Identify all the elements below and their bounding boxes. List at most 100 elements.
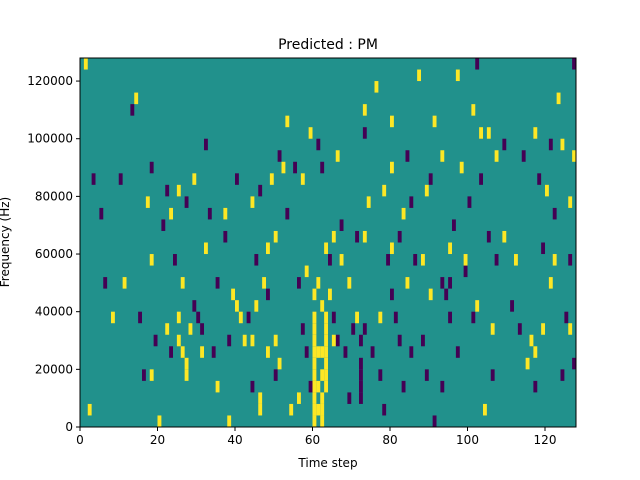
heatmap-cell-high xyxy=(440,150,445,162)
heatmap-cell-high xyxy=(335,150,340,162)
x-tick-label: 120 xyxy=(534,433,557,447)
heatmap-cell-low xyxy=(359,369,363,381)
heatmap-cell-high xyxy=(242,334,247,347)
heatmap-cell-low xyxy=(475,58,480,70)
heatmap-cell-high xyxy=(432,115,437,128)
heatmap-cell-low xyxy=(572,58,577,70)
heatmap-cell-low xyxy=(273,369,278,381)
heatmap-cell-high xyxy=(324,334,329,347)
heatmap-cell-high xyxy=(502,230,507,243)
heatmap-cell-high xyxy=(258,403,263,416)
heatmap-cell-high xyxy=(324,369,329,381)
heatmap-cell-high xyxy=(448,242,453,255)
heatmap-cell-low xyxy=(297,277,301,289)
heatmap-cells xyxy=(83,58,577,427)
heatmap-cell-high xyxy=(111,311,115,324)
heatmap-cell-low xyxy=(91,173,96,185)
heatmap-cell-low xyxy=(448,277,453,289)
heatmap-cell-high xyxy=(176,184,181,197)
heatmap-cell-high xyxy=(483,403,487,416)
heatmap-cell-high xyxy=(490,323,495,335)
heatmap-cell-high xyxy=(424,184,429,197)
heatmap-cell-low xyxy=(424,369,429,381)
heatmap-cell-high xyxy=(552,254,557,266)
heatmap-cell-low xyxy=(99,207,104,220)
heatmap-cell-low xyxy=(486,230,491,243)
heatmap-cell-low xyxy=(370,346,375,358)
heatmap-cell-low xyxy=(335,334,340,347)
heatmap-cell-low xyxy=(455,346,460,358)
heatmap-cell-low xyxy=(173,254,177,266)
heatmap-cell-low xyxy=(541,242,546,255)
heatmap-cell-high xyxy=(312,392,317,404)
heatmap-cell-high xyxy=(390,242,394,255)
heatmap-cell-low xyxy=(401,380,406,393)
heatmap-cell-low xyxy=(382,403,387,416)
heatmap-cell-high xyxy=(545,184,549,197)
heatmap-cell-high xyxy=(262,277,267,289)
heatmap-cell-low xyxy=(246,311,251,324)
heatmap-cell-low xyxy=(432,415,437,427)
heatmap-cell-high xyxy=(277,357,282,370)
heatmap-cell-high xyxy=(382,184,387,197)
heatmap-cell-low xyxy=(471,311,476,324)
heatmap-cell-high xyxy=(157,415,162,427)
heatmap-cell-high xyxy=(266,242,270,255)
heatmap-cell-high xyxy=(312,403,317,416)
y-tick-label: 80000 xyxy=(35,189,73,203)
heatmap-cell-high xyxy=(312,346,317,358)
heatmap-cell-low xyxy=(328,254,332,266)
y-axis: 0 20000 40000 60000 80000 100000 120000 xyxy=(27,74,80,434)
heatmap-cell-low xyxy=(452,219,456,231)
heatmap-cell-high xyxy=(227,415,232,427)
heatmap-cell-low xyxy=(153,334,158,347)
heatmap-cell-low xyxy=(223,230,228,243)
heatmap-cell-low xyxy=(266,288,270,301)
heatmap-cell-high xyxy=(362,104,367,116)
heatmap-cell-low xyxy=(161,219,166,231)
heatmap-cell-high xyxy=(289,403,294,416)
heatmap-cell-high xyxy=(308,127,313,139)
heatmap-cell-high xyxy=(390,115,394,128)
heatmap-cell-high xyxy=(320,415,325,427)
heatmap-cell-low xyxy=(169,346,174,358)
heatmap-cell-high xyxy=(258,392,263,404)
heatmap-cell-low xyxy=(103,277,108,289)
heatmap-cell-high xyxy=(494,150,499,162)
heatmap-cell-high xyxy=(533,127,538,139)
heatmap-cell-low xyxy=(502,138,507,151)
heatmap-cell-high xyxy=(417,69,422,82)
heatmap-cell-low xyxy=(386,254,391,266)
heatmap-cell-high xyxy=(339,254,344,266)
y-tick-label: 40000 xyxy=(35,305,73,319)
heatmap-cell-low xyxy=(211,346,216,358)
heatmap-cell-high xyxy=(149,369,154,381)
heatmap-cell-low xyxy=(510,300,515,312)
heatmap-cell-high xyxy=(312,334,317,347)
heatmap-cell-high xyxy=(548,277,553,289)
heatmap-cell-high xyxy=(297,392,301,404)
plot-frame xyxy=(79,57,577,428)
heatmap-cell-high xyxy=(324,311,329,324)
heatmap-cell-low xyxy=(548,138,553,151)
heatmap-cell-low xyxy=(207,207,212,220)
heatmap-cell-high xyxy=(320,403,325,416)
heatmap-cell-low xyxy=(359,357,363,370)
heatmap-cell-low xyxy=(293,161,298,174)
heatmap-cell-high xyxy=(145,196,150,208)
heatmap-cell-low xyxy=(568,254,573,266)
heatmap-cell-low xyxy=(215,277,220,289)
heatmap-cell-high xyxy=(215,380,220,393)
heatmap-cell-high xyxy=(304,265,309,278)
x-tick-label: 100 xyxy=(456,433,479,447)
y-tick-label: 60000 xyxy=(35,247,73,261)
heatmap-cell-high xyxy=(223,207,228,220)
plot-area xyxy=(79,57,577,428)
heatmap-cell-high xyxy=(235,300,239,312)
y-tick-label: 0 xyxy=(65,420,73,434)
heatmap-cell-high xyxy=(312,369,317,381)
heatmap-cell-high xyxy=(486,127,491,139)
y-tick-label: 20000 xyxy=(35,362,73,376)
heatmap-cell-high xyxy=(165,323,170,335)
